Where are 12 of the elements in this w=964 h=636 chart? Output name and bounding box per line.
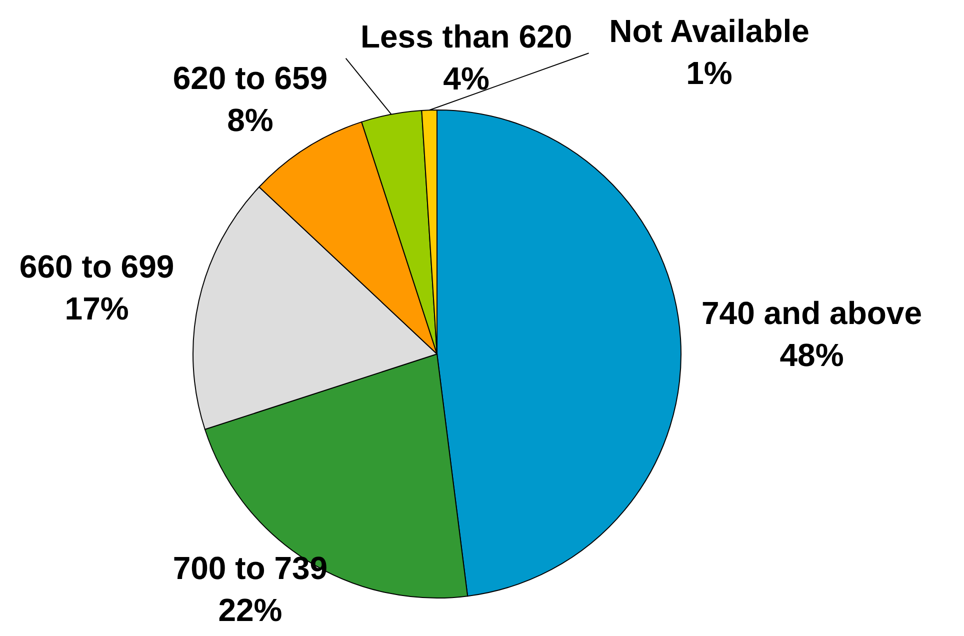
slice-label: 620 to 659 bbox=[172, 60, 328, 96]
data-label: 4% bbox=[443, 60, 490, 96]
data-label: 48% bbox=[780, 337, 844, 374]
data-label: 17% bbox=[64, 290, 129, 326]
slice-label: Less than 620 bbox=[360, 18, 572, 54]
data-label: 22% bbox=[218, 592, 282, 628]
data-label: 8% bbox=[227, 102, 274, 138]
slice-label: 740 and above bbox=[701, 295, 922, 332]
slice-label: 660 to 699 bbox=[19, 248, 174, 284]
slice-label: Not Available bbox=[609, 13, 810, 50]
data-label: 1% bbox=[686, 55, 732, 92]
slice-label: 700 to 739 bbox=[172, 550, 328, 586]
